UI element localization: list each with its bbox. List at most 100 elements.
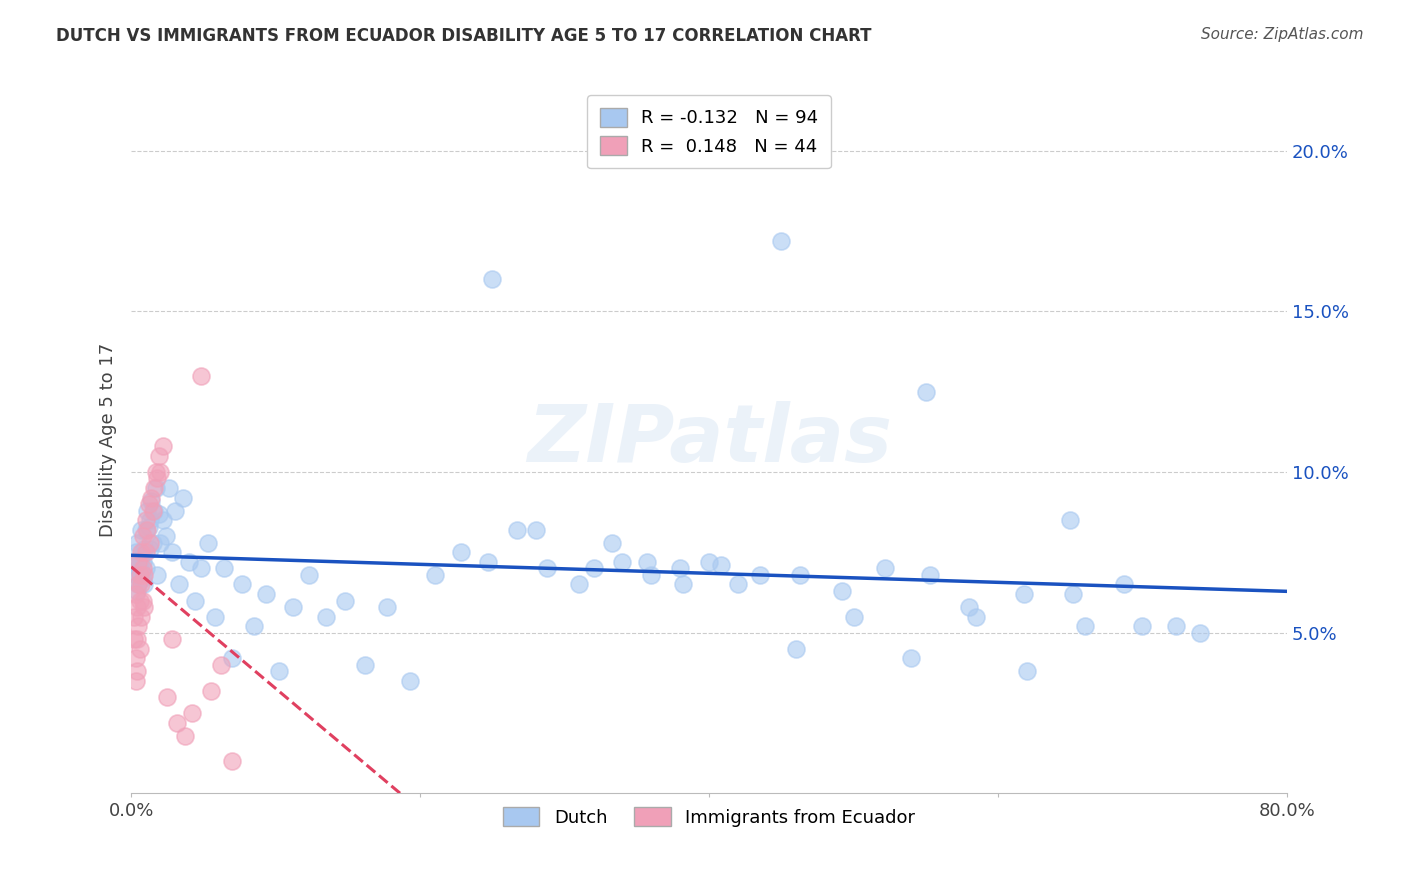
Point — [1112, 577, 1135, 591]
Point — [481, 272, 503, 286]
Point — [141, 494, 163, 508]
Point — [399, 673, 422, 688]
Point — [139, 542, 162, 557]
Point — [125, 599, 148, 614]
Point — [135, 545, 157, 559]
Point — [354, 657, 377, 672]
Point — [138, 519, 160, 533]
Point — [136, 523, 159, 537]
Point — [221, 754, 243, 768]
Point — [132, 593, 155, 607]
Point — [875, 561, 897, 575]
Point — [166, 715, 188, 730]
Point — [920, 567, 942, 582]
Point — [134, 599, 156, 614]
Point — [139, 535, 162, 549]
Text: ZIPatlas: ZIPatlas — [527, 401, 891, 479]
Point — [132, 571, 155, 585]
Point — [789, 567, 811, 582]
Point — [582, 561, 605, 575]
Point — [172, 491, 194, 505]
Point — [281, 599, 304, 614]
Y-axis label: Disability Age 5 to 17: Disability Age 5 to 17 — [100, 343, 117, 537]
Point — [143, 481, 166, 495]
Point — [727, 577, 749, 591]
Point — [142, 503, 165, 517]
Point — [602, 535, 624, 549]
Text: DUTCH VS IMMIGRANTS FROM ECUADOR DISABILITY AGE 5 TO 17 CORRELATION CHART: DUTCH VS IMMIGRANTS FROM ECUADOR DISABIL… — [56, 27, 872, 45]
Point — [129, 567, 152, 582]
Legend: Dutch, Immigrants from Ecuador: Dutch, Immigrants from Ecuador — [496, 800, 922, 834]
Point — [200, 683, 222, 698]
Point — [125, 535, 148, 549]
Point — [134, 577, 156, 591]
Point — [129, 641, 152, 656]
Point — [127, 555, 149, 569]
Point — [129, 593, 152, 607]
Point — [184, 593, 207, 607]
Point — [181, 706, 204, 720]
Point — [124, 651, 146, 665]
Point — [831, 583, 853, 598]
Point — [167, 577, 190, 591]
Point — [375, 599, 398, 614]
Point — [125, 583, 148, 598]
Point — [132, 555, 155, 569]
Point — [477, 555, 499, 569]
Point — [243, 619, 266, 633]
Point — [536, 561, 558, 575]
Point — [212, 561, 235, 575]
Point — [1132, 619, 1154, 633]
Point — [127, 561, 149, 575]
Point — [131, 549, 153, 563]
Point — [267, 665, 290, 679]
Point — [141, 491, 163, 505]
Point — [1189, 625, 1212, 640]
Point — [697, 555, 720, 569]
Point — [132, 529, 155, 543]
Point — [333, 593, 356, 607]
Point — [134, 567, 156, 582]
Point — [122, 609, 145, 624]
Point — [125, 665, 148, 679]
Point — [134, 542, 156, 557]
Point — [254, 587, 277, 601]
Point — [145, 465, 167, 479]
Point — [1062, 587, 1084, 601]
Point — [1059, 513, 1081, 527]
Point — [1164, 619, 1187, 633]
Point — [1012, 587, 1035, 601]
Point — [122, 555, 145, 569]
Point — [135, 513, 157, 527]
Point — [139, 513, 162, 527]
Point — [965, 609, 987, 624]
Point — [127, 577, 149, 591]
Point — [221, 651, 243, 665]
Point — [135, 523, 157, 537]
Point — [173, 729, 195, 743]
Point — [177, 555, 200, 569]
Point — [506, 523, 529, 537]
Point — [900, 651, 922, 665]
Point — [149, 535, 172, 549]
Point — [157, 481, 180, 495]
Point — [124, 587, 146, 601]
Point — [131, 523, 153, 537]
Point — [129, 551, 152, 566]
Point — [612, 555, 634, 569]
Point — [148, 507, 170, 521]
Point — [209, 657, 232, 672]
Point — [842, 609, 865, 624]
Point — [143, 503, 166, 517]
Point — [163, 503, 186, 517]
Point — [748, 567, 770, 582]
Point — [127, 619, 149, 633]
Point — [315, 609, 337, 624]
Point — [131, 609, 153, 624]
Point — [132, 561, 155, 575]
Point — [152, 513, 174, 527]
Point — [149, 465, 172, 479]
Point — [450, 545, 472, 559]
Point — [124, 545, 146, 559]
Point — [231, 577, 253, 591]
